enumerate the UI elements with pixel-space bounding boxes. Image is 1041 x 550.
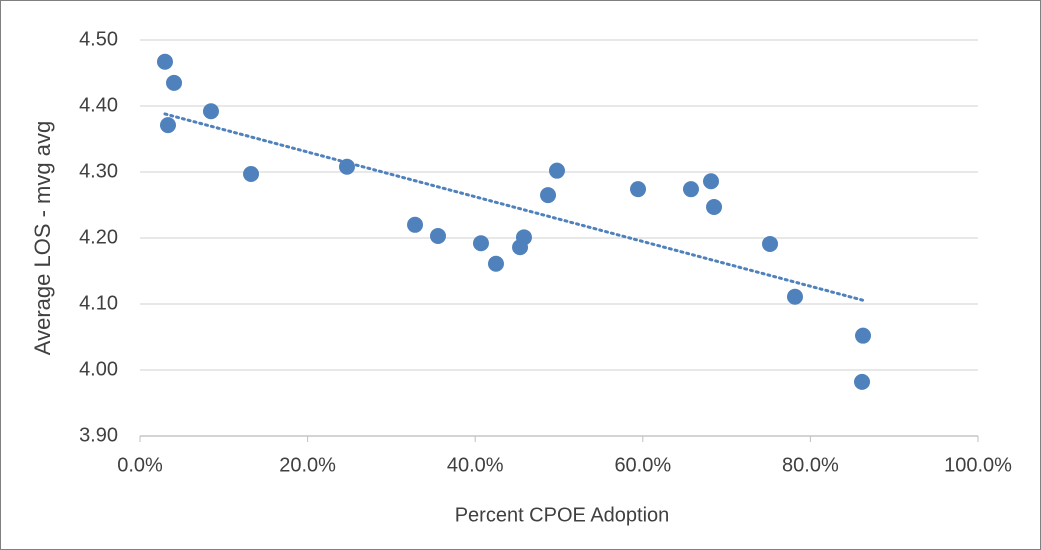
x-tick-label: 20.0%: [279, 454, 336, 476]
y-tick-label: 4.30: [79, 160, 118, 182]
point: [243, 165, 260, 182]
point: [630, 181, 647, 198]
y-tick-label: 4.50: [79, 28, 118, 50]
x-tick-label: 0.0%: [117, 454, 163, 476]
point: [548, 162, 565, 179]
point: [854, 373, 871, 390]
x-tick-label: 40.0%: [447, 454, 504, 476]
y-tick-label: 4.20: [79, 226, 118, 248]
point: [540, 187, 557, 204]
point: [156, 53, 173, 70]
point: [682, 181, 699, 198]
point: [166, 74, 183, 91]
x-tick-label: 60.0%: [614, 454, 671, 476]
x-tick-label: 80.0%: [782, 454, 839, 476]
point: [706, 198, 723, 215]
point: [786, 288, 803, 305]
point: [703, 173, 720, 190]
y-tick-label: 4.00: [79, 358, 118, 380]
point: [487, 255, 504, 272]
x-tick-label: 100.0%: [944, 454, 1012, 476]
point: [762, 235, 779, 252]
point: [429, 228, 446, 245]
point: [855, 327, 872, 344]
point: [407, 216, 424, 233]
point: [472, 235, 489, 252]
point: [515, 229, 532, 246]
x-axis-label: Percent CPOE Adoption: [455, 504, 670, 526]
point: [159, 117, 176, 134]
y-axis-label: Average LOS - mvg avg: [30, 121, 55, 355]
y-tick-label: 4.10: [79, 292, 118, 314]
point: [202, 103, 219, 120]
y-tick-label: 3.90: [79, 424, 118, 446]
y-tick-label: 4.40: [79, 94, 118, 116]
trendline: [163, 112, 865, 302]
